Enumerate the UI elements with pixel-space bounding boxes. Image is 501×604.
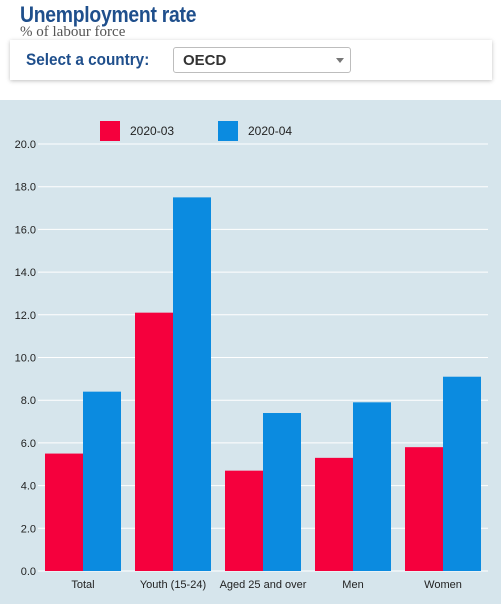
chart-panel: 0.0 2.0 4.0 6.0 8.0 10.0 12.0 14.0 16.0 18.0 20.0 T… <box>0 100 501 604</box>
x-tick-label: Men <box>342 579 363 591</box>
page-title: Unemployment rate <box>20 2 197 27</box>
country-select-dropdown[interactable]: OECD <box>173 47 351 73</box>
country-select-value: OECD <box>183 52 227 69</box>
y-tick-label: 12.0 <box>15 310 36 322</box>
bar-2020-04-Men <box>353 402 391 571</box>
legend-label: 2020-03 <box>130 124 174 138</box>
y-tick-label: 8.0 <box>21 395 36 407</box>
x-tick-label: Total <box>71 579 94 591</box>
x-tick-label: Youth (15-24) <box>140 579 206 591</box>
bar-2020-04-Women <box>443 376 481 571</box>
y-tick-label: 6.0 <box>21 438 36 450</box>
chevron-down-icon <box>336 58 344 63</box>
bar-2020-04-Total <box>83 391 121 571</box>
y-tick-label: 16.0 <box>15 224 36 236</box>
x-tick-label: Women <box>424 579 462 591</box>
country-selector-label: Select a country: <box>26 50 150 69</box>
legend-swatch-2020-03 <box>100 121 120 141</box>
y-tick-label: 18.0 <box>15 182 36 194</box>
x-tick-label: Aged 25 and over <box>220 579 307 591</box>
y-tick-label: 10.0 <box>15 353 36 365</box>
bar-2020-03-Youth (15-24) <box>135 312 173 571</box>
bar-2020-03-Men <box>315 457 353 571</box>
legend-swatch-2020-04 <box>218 121 238 141</box>
bar-2020-03-Women <box>405 447 443 571</box>
bar-2020-04-Youth (15-24) <box>173 197 211 571</box>
y-tick-label: 0.0 <box>21 566 36 578</box>
bar-2020-03-Aged 25 and over <box>225 470 263 571</box>
legend-label: 2020-04 <box>248 124 292 138</box>
page-subtitle: % of labour force <box>20 24 126 40</box>
y-tick-label: 14.0 <box>15 267 36 279</box>
y-tick-label: 2.0 <box>21 523 36 535</box>
country-selector-panel: Select a country: OECD <box>10 40 492 80</box>
bar-2020-03-Total <box>45 453 83 571</box>
y-tick-label: 4.0 <box>21 481 36 493</box>
y-tick-label: 20.0 <box>15 139 36 151</box>
bar-2020-04-Aged 25 and over <box>263 413 301 571</box>
bar-chart: 0.0 2.0 4.0 6.0 8.0 10.0 12.0 14.0 16.0 18.0 20.0 T… <box>15 121 488 591</box>
